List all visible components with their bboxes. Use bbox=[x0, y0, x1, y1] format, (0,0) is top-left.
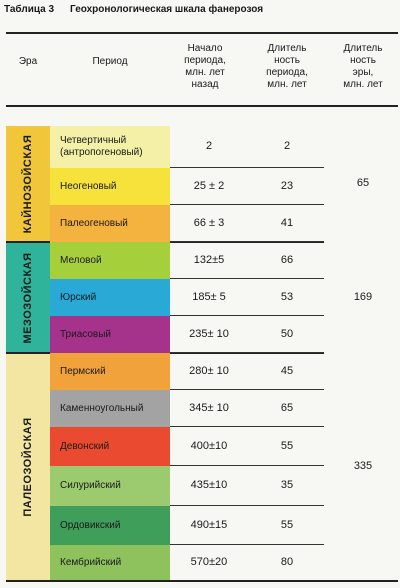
era-cell: ПАЛЕОЗОЙСКАЯ bbox=[6, 353, 50, 580]
row-divider bbox=[170, 389, 324, 390]
period-duration: 55 bbox=[280, 439, 294, 452]
period-start: 490±15 bbox=[190, 518, 228, 531]
period-start: 280± 10 bbox=[189, 364, 229, 377]
row-divider bbox=[170, 465, 324, 466]
header-period: Период bbox=[92, 56, 128, 67]
era-duration: 335 bbox=[353, 459, 373, 472]
row-divider bbox=[170, 315, 324, 316]
table-title: Геохронологическая шкала фанерозоя bbox=[70, 4, 264, 15]
period-duration: 66 bbox=[280, 253, 294, 266]
header-era: Эра bbox=[18, 56, 38, 67]
era-duration: 169 bbox=[353, 290, 373, 303]
period-start: 25 ± 2 bbox=[193, 179, 225, 192]
period-duration: 80 bbox=[280, 555, 294, 568]
header-duration-era: Длитель ность эры, млн. лет bbox=[343, 43, 383, 90]
header-duration-period: Длитель ность периода, млн. лет bbox=[266, 43, 308, 90]
period-start: 400±10 bbox=[190, 439, 228, 452]
header-bottom-rule bbox=[6, 105, 398, 107]
row-divider bbox=[170, 544, 324, 545]
row-divider bbox=[170, 278, 324, 279]
period-start: 570±20 bbox=[190, 555, 228, 568]
row-divider bbox=[170, 204, 324, 205]
row-divider bbox=[170, 241, 324, 242]
period-duration: 55 bbox=[280, 518, 294, 531]
era-name: ПАЛЕОЗОЙСКАЯ bbox=[22, 416, 34, 517]
period-duration: 2 bbox=[283, 140, 291, 152]
period-name: Меловой bbox=[50, 242, 170, 279]
era-duration: 65 bbox=[356, 177, 370, 189]
period-duration: 35 bbox=[280, 479, 294, 491]
period-name: Юрский bbox=[50, 279, 170, 316]
period-duration: 53 bbox=[280, 290, 294, 303]
period-duration: 65 bbox=[280, 401, 294, 414]
period-name: Кембрийский bbox=[50, 545, 170, 580]
row-divider bbox=[170, 426, 324, 427]
period-start: 2 bbox=[205, 140, 213, 152]
table-number: Таблица 3 bbox=[4, 4, 55, 15]
period-name: Каменноугольный bbox=[50, 390, 170, 427]
period-duration: 50 bbox=[280, 327, 294, 340]
era-name: КАЙНОЗОЙСКАЯ bbox=[22, 134, 34, 234]
era-cell: КАЙНОЗОЙСКАЯ bbox=[6, 126, 50, 242]
row-divider bbox=[170, 352, 324, 353]
period-name: Ордовикский bbox=[50, 506, 170, 545]
period-duration: 45 bbox=[280, 364, 294, 377]
table-caption: Таблица 3 Геохронологическая шкала фанеро… bbox=[4, 4, 263, 15]
period-name: Силурийский bbox=[50, 466, 170, 506]
period-start: 132±5 bbox=[193, 253, 225, 266]
period-duration: 23 bbox=[280, 179, 294, 192]
period-start: 185± 5 bbox=[192, 290, 226, 303]
table-bottom-rule bbox=[6, 580, 398, 582]
period-name: Палеогеновый bbox=[50, 205, 170, 242]
period-name: Четвертичный (антропогеновый) bbox=[50, 126, 170, 168]
period-name: Девонский bbox=[50, 427, 170, 466]
period-name: Пермский bbox=[50, 353, 170, 390]
header-start: Начало периода, млн. лет назад bbox=[184, 43, 226, 90]
period-duration: 41 bbox=[280, 216, 294, 229]
period-start: 235± 10 bbox=[189, 327, 229, 340]
era-name: МЕЗОЗОЙСКАЯ bbox=[22, 251, 34, 344]
period-start: 66 ± 3 bbox=[193, 216, 225, 229]
period-name: Неогеновый bbox=[50, 168, 170, 205]
row-divider bbox=[170, 505, 324, 506]
header-top-rule bbox=[6, 32, 398, 34]
period-start: 435±10 bbox=[190, 479, 228, 491]
period-name: Триасовый bbox=[50, 316, 170, 353]
period-start: 345± 10 bbox=[189, 401, 229, 414]
row-divider bbox=[170, 167, 324, 168]
era-cell: МЕЗОЗОЙСКАЯ bbox=[6, 242, 50, 353]
